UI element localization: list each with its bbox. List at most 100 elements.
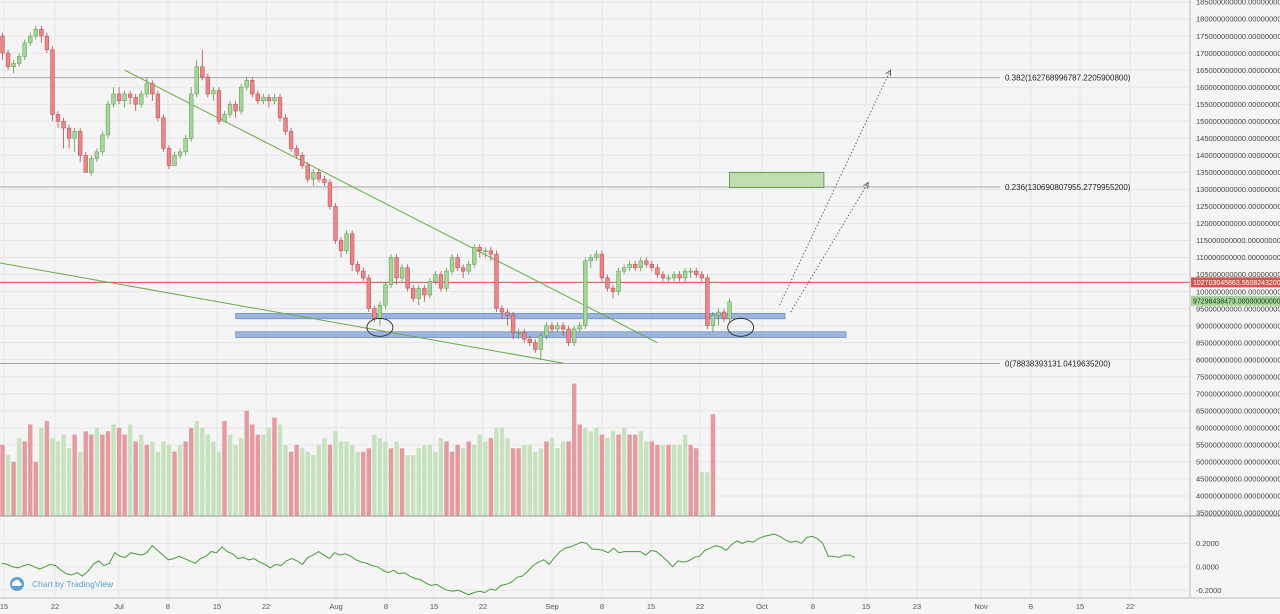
candle-up xyxy=(244,80,249,88)
time-tick-label: 15 xyxy=(213,602,221,611)
volume-bar xyxy=(250,424,255,516)
reference-lines: 0.382(162768996787.2205900800) 0.236(1306… xyxy=(0,74,1190,369)
volume-bar xyxy=(172,451,177,516)
volume-bar xyxy=(644,441,649,516)
candle-up xyxy=(399,267,405,279)
time-tick-label: 8 xyxy=(166,602,170,611)
candle-up xyxy=(638,260,643,268)
price-tick-label: 140000000000.00000000000 xyxy=(1196,151,1280,160)
last-price-badge xyxy=(1191,295,1280,306)
time-tick-label: 22 xyxy=(1126,602,1134,611)
candle-up xyxy=(17,56,22,64)
price-tick-label: 45000000000.00000000000 xyxy=(1196,475,1280,484)
candle-down xyxy=(366,277,371,309)
price-tick-label: 95000000000.00000000000 xyxy=(1196,304,1280,313)
candle-up xyxy=(483,250,488,252)
volume-bar xyxy=(433,451,438,516)
volume-bar xyxy=(283,444,288,516)
price-tick-label: 60000000000.00000000000 xyxy=(1196,424,1280,433)
volume-bar xyxy=(294,444,299,516)
volume-bar xyxy=(177,444,183,516)
candle-up xyxy=(688,270,693,273)
volume-bar xyxy=(616,434,621,516)
price-tick-label: 80000000000.00000000000 xyxy=(1196,355,1280,364)
volume-bar xyxy=(183,441,188,516)
volume-bar xyxy=(78,451,83,516)
candle-down xyxy=(333,206,338,241)
candle-up xyxy=(72,131,77,139)
volume-bar xyxy=(377,438,383,516)
volume-bar xyxy=(22,441,27,516)
time-tick-label: 15 xyxy=(1076,602,1084,611)
trendline xyxy=(124,69,658,344)
volume-bar xyxy=(566,441,571,516)
support-zones xyxy=(235,171,847,338)
volume-bar xyxy=(560,441,566,516)
volume-bar xyxy=(510,448,516,516)
candle-down xyxy=(300,155,305,166)
price-tick-label: 35000000000.00000000000 xyxy=(1196,509,1280,518)
volume-bar xyxy=(277,424,283,516)
projection-arrow-head xyxy=(863,181,869,189)
volume-bar xyxy=(89,434,94,516)
candle-down xyxy=(705,277,710,326)
volume-bar xyxy=(522,444,527,516)
candle-up xyxy=(588,257,593,262)
candle-down xyxy=(322,178,327,183)
volume-bar xyxy=(705,472,710,516)
candle-up xyxy=(122,93,127,102)
candle-down xyxy=(200,66,205,78)
price-tick-label: 175000000000.00000000000 xyxy=(1196,32,1280,41)
candle-up xyxy=(616,270,621,292)
candle-up xyxy=(189,93,194,139)
candle-up xyxy=(716,311,721,316)
candle-down xyxy=(477,247,482,251)
volume-bar xyxy=(100,434,105,516)
volume-bar xyxy=(150,441,155,516)
time-tick-label: Oct xyxy=(756,602,769,611)
candle-up xyxy=(344,233,349,251)
volume-bar xyxy=(427,444,433,516)
trendlines xyxy=(0,69,658,364)
time-tick-label: 22 xyxy=(51,602,59,611)
volume-bar xyxy=(316,444,322,516)
candle-up xyxy=(555,325,560,330)
volume-bar xyxy=(194,421,199,516)
candle-down xyxy=(522,332,527,340)
volume-bar xyxy=(411,455,416,516)
volume-bar xyxy=(272,417,277,516)
candle-down xyxy=(644,260,649,265)
resistance-price-badge xyxy=(1191,277,1280,288)
candle-up xyxy=(227,103,233,115)
price-tick-label: 155000000000.00000000000 xyxy=(1196,100,1280,109)
price-tick-label: 100000000000.00000000000 xyxy=(1196,287,1280,296)
volume-bar xyxy=(338,441,344,516)
projection-arrow-head xyxy=(885,69,892,77)
fib-level-label: 0(78838393131.0419635200) xyxy=(1005,360,1111,369)
candle-down xyxy=(694,270,699,275)
volume-bar xyxy=(472,444,477,516)
candle-down xyxy=(527,339,532,343)
volume-bar xyxy=(216,451,222,516)
volume-bar xyxy=(505,438,510,516)
resistance-price-label: 102703045863.5608243200 xyxy=(1193,280,1280,287)
candle-down xyxy=(361,270,366,279)
volume-bar xyxy=(238,438,244,516)
candle-down xyxy=(116,93,122,102)
candle-up xyxy=(444,270,449,289)
volume-bar xyxy=(544,441,549,516)
candle-down xyxy=(233,103,238,112)
candle-up xyxy=(172,155,177,166)
volume-bar xyxy=(16,438,22,516)
volume-bar xyxy=(61,434,66,516)
candle-down xyxy=(499,308,505,313)
candle-up xyxy=(727,301,732,320)
volume-bar xyxy=(444,441,449,516)
time-tick-label: 22 xyxy=(262,602,270,611)
candle-up xyxy=(572,328,577,343)
tradingview-watermark[interactable]: Chart by TradingView xyxy=(10,577,114,591)
volume-bar xyxy=(466,441,471,516)
time-tick-label: Nov xyxy=(974,602,988,611)
candle-down xyxy=(61,120,66,129)
